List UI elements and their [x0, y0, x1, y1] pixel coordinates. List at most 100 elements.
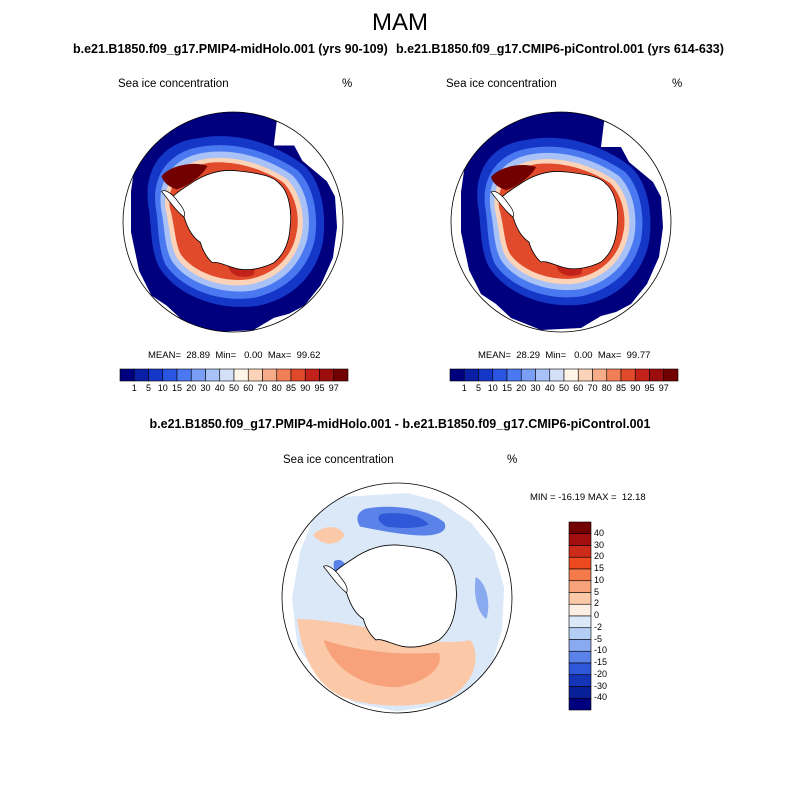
right-cbar-tick-label: 85 — [615, 383, 626, 393]
right-cbar-tick-label: 20 — [516, 383, 527, 393]
left-cbar-swatch — [148, 368, 164, 382]
diff-cbar-swatch — [568, 615, 592, 629]
diff-cbar-tick-label: -30 — [594, 680, 608, 691]
left-cbar-swatch — [119, 368, 135, 382]
diff-cbar-tick-label: 40 — [594, 527, 605, 538]
diff-cbar-swatch — [568, 568, 592, 582]
right-cbar-swatch — [663, 368, 679, 382]
left-stats-text: MEAN= 28.89 Min= 0.00 Max= 99.62 — [148, 350, 321, 361]
left-cbar-swatch — [290, 368, 306, 382]
left-cbar-tick-label: 20 — [186, 383, 197, 393]
left-cbar-swatch — [133, 368, 149, 382]
diff-cbar-swatch — [568, 639, 592, 652]
diff-cbar-swatch — [568, 592, 592, 605]
difference-polar-map — [281, 482, 513, 714]
left-cbar-tick-label: 5 — [145, 383, 151, 393]
right-colorbar — [449, 368, 679, 382]
left-cbar-swatch — [190, 368, 206, 382]
diff-cbar-swatch — [568, 674, 592, 687]
left-cbar-tick-label: 1 — [131, 383, 137, 393]
diff-units-label: % — [507, 454, 518, 466]
right-cbar-tick-label: 95 — [644, 383, 655, 393]
right-cbar-swatch — [563, 368, 579, 382]
right-cbar-swatch — [606, 368, 622, 382]
right-cbar-tick-label: 90 — [630, 383, 641, 393]
left-units-label: % — [342, 78, 353, 90]
left-cbar-tick-label: 95 — [314, 383, 325, 393]
left-cbar-tick-label: 60 — [243, 383, 254, 393]
diff-cbar-swatch — [568, 650, 592, 664]
right-cbar-swatch — [649, 368, 665, 382]
diff-variable-label: Sea ice concentration — [283, 454, 394, 466]
left-cbar-tick-label: 97 — [328, 383, 339, 393]
left-cbar-swatch — [247, 368, 263, 382]
left-cbar-tick-label: 30 — [200, 383, 211, 393]
right-cbar-swatch — [449, 368, 465, 382]
right-cbar-swatch — [478, 368, 494, 382]
right-cbar-swatch — [506, 368, 522, 382]
left-cbar-tick-label: 15 — [171, 383, 182, 393]
right-cbar-swatch — [634, 368, 650, 382]
right-polar-map — [450, 111, 672, 333]
diff-cbar-tick-label: 5 — [594, 586, 600, 597]
diff-cbar-tick-label: -40 — [594, 692, 608, 703]
right-stats-text: MEAN= 28.29 Min= 0.00 Max= 99.77 — [478, 350, 651, 361]
right-cbar-tick-label: 30 — [530, 383, 541, 393]
diff-cbar-tick-label: -5 — [594, 633, 603, 644]
diff-cbar-swatch — [568, 580, 592, 593]
difference-colorbar — [568, 521, 592, 711]
right-cbar-tick-label: 1 — [461, 383, 467, 393]
right-cbar-tick-label: 10 — [487, 383, 498, 393]
diff-cbar-tick-label: 2 — [594, 598, 600, 609]
right-cbar-swatch — [549, 368, 565, 382]
right-cbar-swatch — [492, 368, 508, 382]
right-units-label: % — [672, 78, 683, 90]
left-cbar-tick-label: 40 — [214, 383, 225, 393]
diff-cbar-swatch — [568, 533, 592, 546]
left-variable-label: Sea ice concentration — [118, 78, 229, 90]
right-cbar-tick-label: 40 — [544, 383, 555, 393]
diff-cbar-tick-label: -20 — [594, 668, 608, 679]
left-cbar-tick-label: 80 — [271, 383, 282, 393]
right-cbar-swatch — [535, 368, 551, 382]
left-cbar-tick-label: 70 — [257, 383, 268, 393]
left-cbar-swatch — [262, 368, 278, 382]
left-cbar-swatch — [319, 368, 335, 382]
right-cbar-swatch — [592, 368, 608, 382]
diff-cbar-swatch — [568, 603, 592, 617]
left-case-title: b.e21.B1850.f09_g17.PMIP4-midHolo.001 (y… — [73, 42, 388, 56]
right-cbar-tick-label: 70 — [587, 383, 598, 393]
left-cbar-tick-label: 90 — [300, 383, 311, 393]
diff-cbar-tick-label: -15 — [594, 657, 608, 667]
diff-cbar-swatch — [568, 521, 592, 535]
right-cbar-tick-label: 15 — [501, 383, 512, 393]
right-cbar-tick-label: 5 — [475, 383, 481, 393]
difference-title: b.e21.B1850.f09_g17.PMIP4-midHolo.001 - … — [149, 417, 651, 431]
left-polar-map — [122, 111, 344, 333]
left-cbar-tick-label: 50 — [228, 383, 239, 393]
left-cbar-swatch — [333, 368, 349, 382]
left-cbar-swatch — [233, 368, 249, 382]
left-cbar-tick-label: 85 — [285, 383, 296, 393]
right-cbar-swatch — [463, 368, 479, 382]
right-cbar-tick-label: 60 — [573, 383, 584, 393]
left-cbar-swatch — [176, 368, 192, 382]
plot-season-title: MAM — [372, 9, 428, 36]
diff-cbar-tick-label: 15 — [594, 563, 605, 573]
right-cbar-swatch — [520, 368, 536, 382]
right-case-title: b.e21.B1850.f09_g17.CMIP6-piControl.001 … — [396, 42, 724, 56]
diff-cbar-tick-label: -2 — [594, 621, 603, 632]
left-colorbar — [119, 368, 349, 382]
diff-cbar-swatch — [568, 556, 592, 570]
left-cbar-swatch — [205, 368, 221, 382]
diff-cbar-tick-label: 20 — [594, 551, 605, 562]
right-variable-label: Sea ice concentration — [446, 78, 557, 90]
left-cbar-swatch — [304, 368, 320, 382]
diff-cbar-swatch — [568, 545, 592, 558]
right-cbar-swatch — [577, 368, 593, 382]
diff-cbar-swatch — [568, 686, 592, 699]
left-cbar-swatch — [276, 368, 292, 382]
right-cbar-tick-label: 50 — [558, 383, 569, 393]
diff-cbar-tick-label: 10 — [594, 574, 605, 585]
